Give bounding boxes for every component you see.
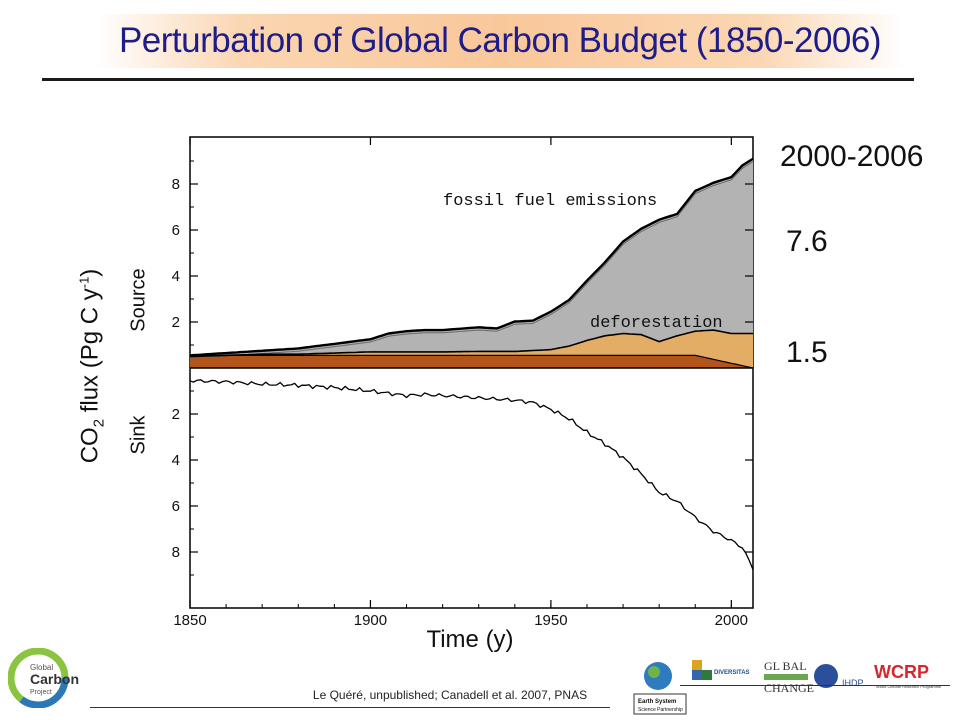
deforestation-dark-line bbox=[189, 354, 754, 369]
partner-logos: Earth System Science Partnership DIVERSI… bbox=[633, 659, 942, 715]
y-axis-label-end: ) bbox=[76, 268, 104, 277]
svg-text:Carbon: Carbon bbox=[30, 671, 79, 687]
x-tick-label: 1900 bbox=[354, 612, 387, 629]
title-divider bbox=[42, 78, 914, 81]
x-tick-label: 2000 bbox=[715, 612, 748, 629]
x-tick-label: 1950 bbox=[534, 612, 567, 629]
svg-text:WCRP: WCRP bbox=[874, 662, 929, 682]
page-title: Perturbation of Global Carbon Budget (18… bbox=[118, 21, 882, 60]
svg-text:GL BAL: GL BAL bbox=[764, 659, 807, 673]
svg-text:World Climate Research Program: World Climate Research Programme bbox=[876, 684, 942, 689]
citation: Le Quéré, unpublished; Canadell et al. 2… bbox=[312, 688, 588, 702]
footer-divider-right bbox=[680, 685, 950, 686]
fossil-annotation: fossil fuel emissions bbox=[443, 192, 657, 211]
period-label: 2000-2006 bbox=[780, 140, 924, 173]
y-tick-label-sink: 2 bbox=[172, 406, 180, 423]
y-tick-label-sink: 8 bbox=[172, 544, 180, 561]
plot-area: 1850 1900 1950 2000 2 4 6 8 2 4 6 8 bbox=[172, 136, 754, 629]
fossil-value: 7.6 bbox=[786, 225, 828, 258]
deforestation-annotation: deforestation bbox=[590, 314, 723, 333]
y-tick-label-source: 4 bbox=[172, 268, 180, 285]
y-axis-label-mid: flux (Pg C y bbox=[76, 288, 104, 419]
deforestation-value: 1.5 bbox=[786, 336, 828, 369]
svg-text:Global: Global bbox=[30, 663, 53, 672]
x-axis-label: Time (y) bbox=[426, 626, 514, 653]
y-tick-label-sink: 4 bbox=[172, 452, 180, 469]
y-tick-label-sink: 6 bbox=[172, 498, 180, 515]
deforestation-dark-area bbox=[190, 355, 753, 368]
fossil-top-line bbox=[189, 157, 754, 357]
y-axis-label-co: CO bbox=[76, 427, 104, 464]
y-tick-label-source: 2 bbox=[172, 314, 180, 331]
x-tick-label: 1850 bbox=[173, 612, 206, 629]
source-label: Source bbox=[127, 268, 150, 332]
y-tick-label-source: 8 bbox=[172, 176, 180, 193]
svg-text:Science Partnership: Science Partnership bbox=[638, 707, 683, 713]
svg-text:IHDP: IHDP bbox=[842, 678, 864, 688]
y-axis-label-sub: 2 bbox=[90, 418, 108, 428]
y-axis-label-sup: -1 bbox=[76, 276, 92, 289]
footer-divider bbox=[90, 707, 610, 708]
deforestation-line bbox=[189, 329, 753, 358]
svg-text:DIVERSITAS: DIVERSITAS bbox=[714, 670, 750, 676]
sink-line bbox=[189, 379, 754, 570]
plot-frame bbox=[189, 136, 754, 609]
fossil-top-line-inner bbox=[189, 161, 754, 359]
fossil-area bbox=[190, 158, 753, 357]
svg-text:Earth System: Earth System bbox=[638, 699, 676, 705]
y-axis-label: CO2 flux (Pg C y-1) bbox=[77, 269, 108, 464]
svg-text:Project: Project bbox=[30, 689, 52, 696]
global-carbon-project-logo: Global Carbon Project bbox=[8, 648, 79, 708]
sink-label: Sink bbox=[127, 415, 150, 455]
svg-text:CHANGE: CHANGE bbox=[764, 681, 814, 695]
title-band bbox=[96, 14, 904, 68]
y-tick-label-source: 6 bbox=[172, 222, 180, 239]
